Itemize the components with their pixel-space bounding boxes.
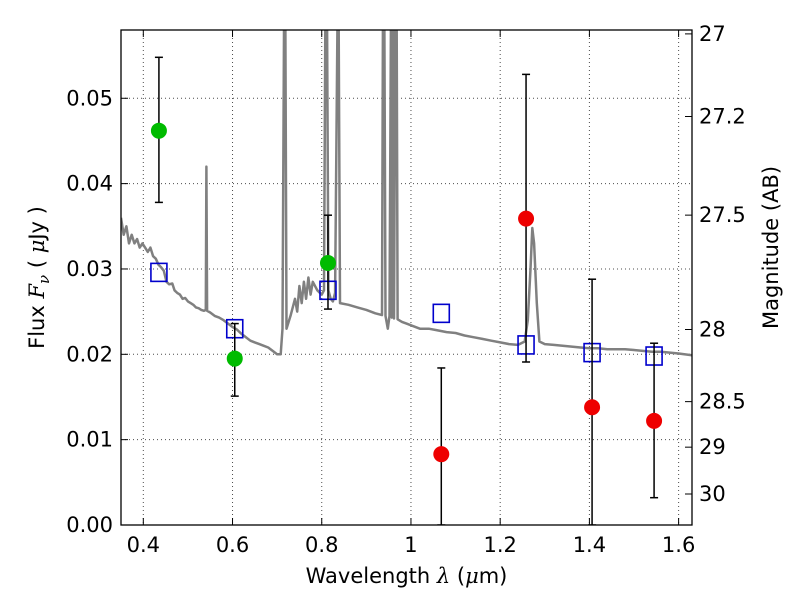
- x-tick-label: 0.8: [305, 533, 338, 557]
- y-tick-label: 0.00: [66, 513, 113, 537]
- data-point: [226, 350, 243, 367]
- y-tick-label: 0.04: [66, 172, 113, 196]
- x-tick-label: 1.2: [483, 533, 516, 557]
- x-tick-label: 1: [404, 533, 417, 557]
- y2-tick-label: 27.5: [699, 203, 746, 227]
- ticks: [121, 30, 692, 526]
- x-tick-label: 1.6: [662, 533, 695, 557]
- data-point: [518, 210, 535, 227]
- data-point: [433, 446, 450, 463]
- data-point: [646, 412, 663, 429]
- y2-tick-label: 29: [699, 435, 726, 459]
- y-axis-title: Flux Fν ( μJy ): [25, 206, 53, 349]
- y-tick-label: 0.05: [66, 86, 113, 110]
- x-tick-label: 0.4: [127, 533, 160, 557]
- model-box-marker: [432, 303, 451, 324]
- plot-frame: [120, 29, 693, 526]
- data-point: [150, 122, 167, 139]
- axis-labels: 0.4 0.6 0.8 1 1.2 1.4 1.6 0.00 0.01 0.02 0.03 0.04 0…: [25, 22, 783, 588]
- y-tick-label: 0.01: [66, 428, 113, 452]
- y2-tick-label: 28: [699, 317, 726, 341]
- y2-tick-label: 27: [699, 22, 726, 46]
- plot-area: [121, 30, 692, 525]
- data-point: [319, 254, 336, 271]
- y-tick-label: 0.03: [66, 257, 113, 281]
- y2-axis-title: Magnitude (AB): [759, 166, 783, 329]
- x-axis-title: Wavelength λ (μm): [306, 564, 508, 588]
- model-box-marker: [150, 262, 168, 283]
- data-point: [584, 399, 601, 416]
- y2-tick-label: 28.5: [699, 390, 746, 414]
- grid: [121, 30, 692, 526]
- y2-tick-label: 27.2: [699, 105, 746, 129]
- y-tick-label: 0.02: [66, 342, 113, 366]
- template-spectrum-line: [121, 30, 692, 357]
- x-tick-label: 0.6: [216, 533, 249, 557]
- x-tick-label: 1.4: [573, 533, 606, 557]
- y2-tick-label: 30: [699, 482, 726, 506]
